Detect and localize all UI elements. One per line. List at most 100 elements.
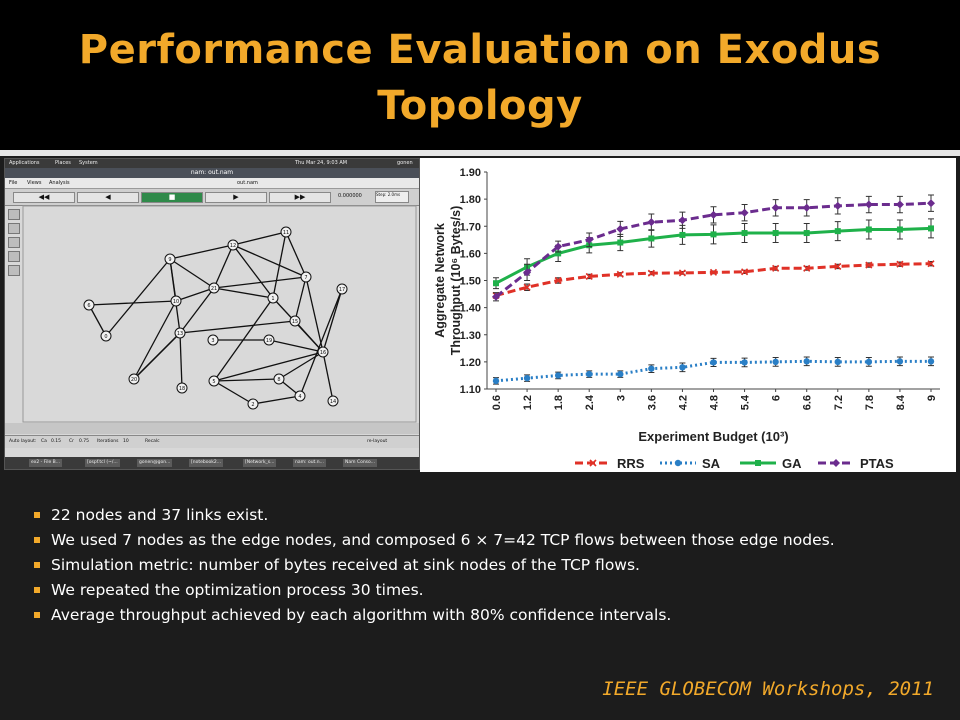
data-point [927,358,935,365]
taskbar-item[interactable]: [ospf.tcl (~/... [85,459,120,467]
topology-node [164,253,176,265]
node-label: 18 [179,386,185,392]
legend-label: RRS [617,456,645,471]
menu-file[interactable]: File [9,180,18,186]
rewind-button[interactable]: ◀◀ [13,192,75,203]
iterations-field[interactable]: 10 [123,439,129,444]
y-axis-title-line-1: Aggregate Network [433,223,447,338]
data-point [803,264,811,272]
data-point [709,268,718,276]
data-point [802,203,811,212]
taskbar-item[interactable]: gonen@gon... [137,459,173,467]
taskbar-item[interactable]: [notebook2... [189,459,224,467]
data-point [771,203,780,212]
node-label: 17 [339,287,345,293]
data-point [834,262,842,270]
data-point [554,276,562,285]
topology-link [213,244,234,289]
taskbar-item[interactable]: [Network_s... [243,459,277,467]
node-label: 13 [177,331,183,337]
monitor-icon[interactable] [8,237,20,248]
menu-views[interactable]: Views [27,180,42,186]
series-line [495,201,932,298]
data-point [616,270,624,278]
panel-user[interactable]: gonen [397,160,413,166]
y-axis-title-line-2: Throughput (10⁶ Bytes/s) [449,206,463,356]
data-point [896,358,904,365]
title-band [0,0,960,150]
edit-icon[interactable] [8,251,20,262]
topology-link [88,304,107,337]
x-tick-label: 7.2 [833,395,845,410]
tool-column [8,209,22,429]
taskbar: ex2 - File B... [ospf.tcl (~/... gonen@g… [5,457,419,469]
taskbar-item[interactable]: Nam Conso... [343,459,377,467]
layout-icon[interactable] [8,265,20,276]
x-tick-label: 0.6 [491,395,503,410]
data-point [617,239,624,246]
data-point [896,226,903,233]
relayout-button[interactable]: re-layout [367,439,388,444]
fast-forward-button[interactable]: ▶▶ [269,192,331,203]
topology-link [305,276,324,353]
panel-menu-system[interactable]: System [79,160,98,166]
data-point [832,459,840,467]
topology-node [294,390,306,402]
ca-label: Ca [41,439,47,444]
topology-node [317,346,329,358]
node-label: 3 [211,338,214,344]
y-tick-label: 1.90 [460,167,481,179]
topology-node [174,327,186,339]
node-label: 2 [251,402,254,408]
recalc-button[interactable]: Recalc [145,439,160,444]
step-control[interactable]: Step: 2.0ms [375,191,409,203]
data-point [589,459,597,467]
topology-link [322,351,334,402]
zoom-in-icon[interactable] [8,209,20,220]
node-label: 15 [292,319,298,325]
topology-link [105,258,171,337]
node-label: 5 [212,379,215,385]
topology-link [232,231,287,246]
topology-link [272,231,287,299]
x-tick-label: 4.8 [709,395,721,410]
data-point [674,459,682,467]
time-slider[interactable] [5,423,419,434]
topology-node [267,292,279,304]
panel-menu-places[interactable]: Places [55,160,71,166]
play-button[interactable]: ▶ [205,192,267,203]
node-label: 12 [230,243,236,249]
topology-node [300,271,312,283]
bullet-text: Simulation metric: number of bytes recei… [51,556,640,574]
legend: RRS SA GA PTAS [575,456,894,471]
node-label: 14 [330,399,336,405]
topology-link [175,287,215,302]
chart-panel: 1.10 1.20 1.30 1.40 1.50 1.60 1.70 1.80 1.90 0.6 1… [420,158,956,472]
topology-node [128,373,140,385]
zoom-out-icon[interactable] [8,223,20,234]
node-label: 16 [320,350,326,356]
x-tick-label: 9 [926,395,938,401]
taskbar-item[interactable]: nam: out.n... [293,459,326,467]
topology-node [208,282,220,294]
data-point [648,365,655,372]
ca-field[interactable]: 0.15 [51,439,62,444]
layout-controls: Auto layout: Ca 0.15 Cr 0.75 Iterations … [5,435,419,448]
panel-menu-applications[interactable]: Applications [9,160,40,166]
nam-screenshot: Applications Places System Thu Mar 24, 9… [4,158,420,470]
legend-label: PTAS [860,456,894,471]
x-tick-label: 1.2 [522,395,534,410]
stop-button[interactable]: ■ [141,192,203,203]
cr-field[interactable]: 0.75 [79,439,90,444]
back-button[interactable]: ◀ [77,192,139,203]
data-point [647,269,655,277]
iterations-label: Iterations [97,439,119,444]
topology-link [169,258,215,289]
data-point [896,260,904,268]
topology-node [280,226,292,238]
menu-analysis[interactable]: Analysis [49,180,70,186]
taskbar-item[interactable]: ex2 - File B... [29,459,63,467]
topology-link [213,351,324,382]
bullet-item: Average throughput achieved by each algo… [34,604,934,626]
